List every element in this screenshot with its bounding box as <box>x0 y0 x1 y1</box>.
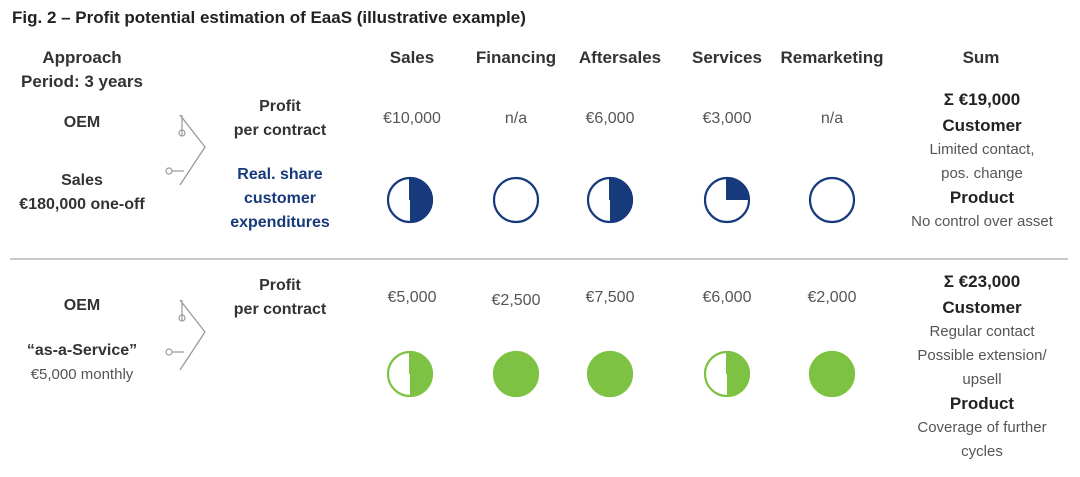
row2-share-indicator-services <box>703 350 751 398</box>
col-header-financing: Financing <box>475 48 557 67</box>
row1-value-remarketing: n/a <box>820 110 844 127</box>
row2-profit-label-1: Profit <box>259 277 301 294</box>
row1-model-line1: Sales <box>61 172 103 189</box>
row2-customer-text-3: upsell <box>962 371 1002 388</box>
row1-share-indicator-remarketing <box>808 176 856 224</box>
col-header-sum: Sum <box>962 48 1000 67</box>
row1-share-label-1: Real. share <box>237 166 323 183</box>
col-header-sales: Sales <box>389 48 435 67</box>
row1-share-indicator-financing <box>492 176 540 224</box>
row1-customer-heading: Customer <box>942 116 1022 135</box>
row1-product-heading: Product <box>949 188 1015 207</box>
period-label: Period: 3 years <box>21 72 143 91</box>
row1-connector-arrow <box>165 114 206 186</box>
row1-sum-total: Σ €19,000 <box>943 90 1021 109</box>
approach-header: Approach <box>42 48 122 67</box>
row1-share-indicator-sales <box>386 176 434 224</box>
row2-share-indicator-aftersales <box>586 350 634 398</box>
col-header-services: Services <box>692 48 762 67</box>
row2-oem-label: OEM <box>63 297 101 314</box>
row1-profit-label-2: per contract <box>233 122 327 139</box>
row2-share-indicator-remarketing <box>808 350 856 398</box>
row2-value-aftersales: €7,500 <box>585 289 635 306</box>
row1-value-services: €3,000 <box>702 110 752 127</box>
figure-title: Fig. 2 – Profit potential estimation of … <box>12 8 526 27</box>
row1-share-indicator-services <box>703 176 751 224</box>
col-header-remarketing: Remarketing <box>780 48 884 67</box>
row2-value-sales: €5,000 <box>387 289 437 306</box>
row2-profit-label-2: per contract <box>233 301 327 318</box>
row1-customer-text-1: Limited contact, <box>929 141 1035 158</box>
row2-customer-text-1: Regular contact <box>929 323 1035 340</box>
row2-product-text-2: cycles <box>961 443 1003 460</box>
row2-customer-text-2: Possible extension/ <box>917 347 1047 364</box>
row2-sum-total: Σ €23,000 <box>943 272 1021 291</box>
row1-share-label-3: expenditures <box>230 214 330 231</box>
row1-share-indicator-aftersales <box>586 176 634 224</box>
row1-model-line2: €180,000 one-off <box>19 196 145 213</box>
row2-value-financing: €2,500 <box>491 292 541 309</box>
col-header-aftersales: Aftersales <box>578 48 662 67</box>
row2-model-line2: €5,000 monthly <box>30 366 134 383</box>
row2-share-indicator-financing <box>492 350 540 398</box>
row1-value-financing: n/a <box>504 110 528 127</box>
row1-customer-text-2: pos. change <box>941 165 1023 182</box>
row-divider <box>10 258 1068 260</box>
row1-value-sales: €10,000 <box>383 110 441 127</box>
row2-customer-heading: Customer <box>942 298 1022 317</box>
row1-value-aftersales: €6,000 <box>585 110 635 127</box>
row1-oem-label: OEM <box>63 114 101 131</box>
row1-share-label-2: customer <box>243 190 317 207</box>
row1-product-text: No control over asset <box>911 213 1053 230</box>
row2-value-services: €6,000 <box>702 289 752 306</box>
row2-product-text-1: Coverage of further <box>917 419 1047 436</box>
row2-model-line1: “as-a-Service” <box>26 342 138 359</box>
row2-value-remarketing: €2,000 <box>807 289 857 306</box>
row2-product-heading: Product <box>949 394 1015 413</box>
row1-profit-label-1: Profit <box>259 98 301 115</box>
row2-connector-arrow <box>165 299 206 371</box>
row2-share-indicator-sales <box>386 350 434 398</box>
